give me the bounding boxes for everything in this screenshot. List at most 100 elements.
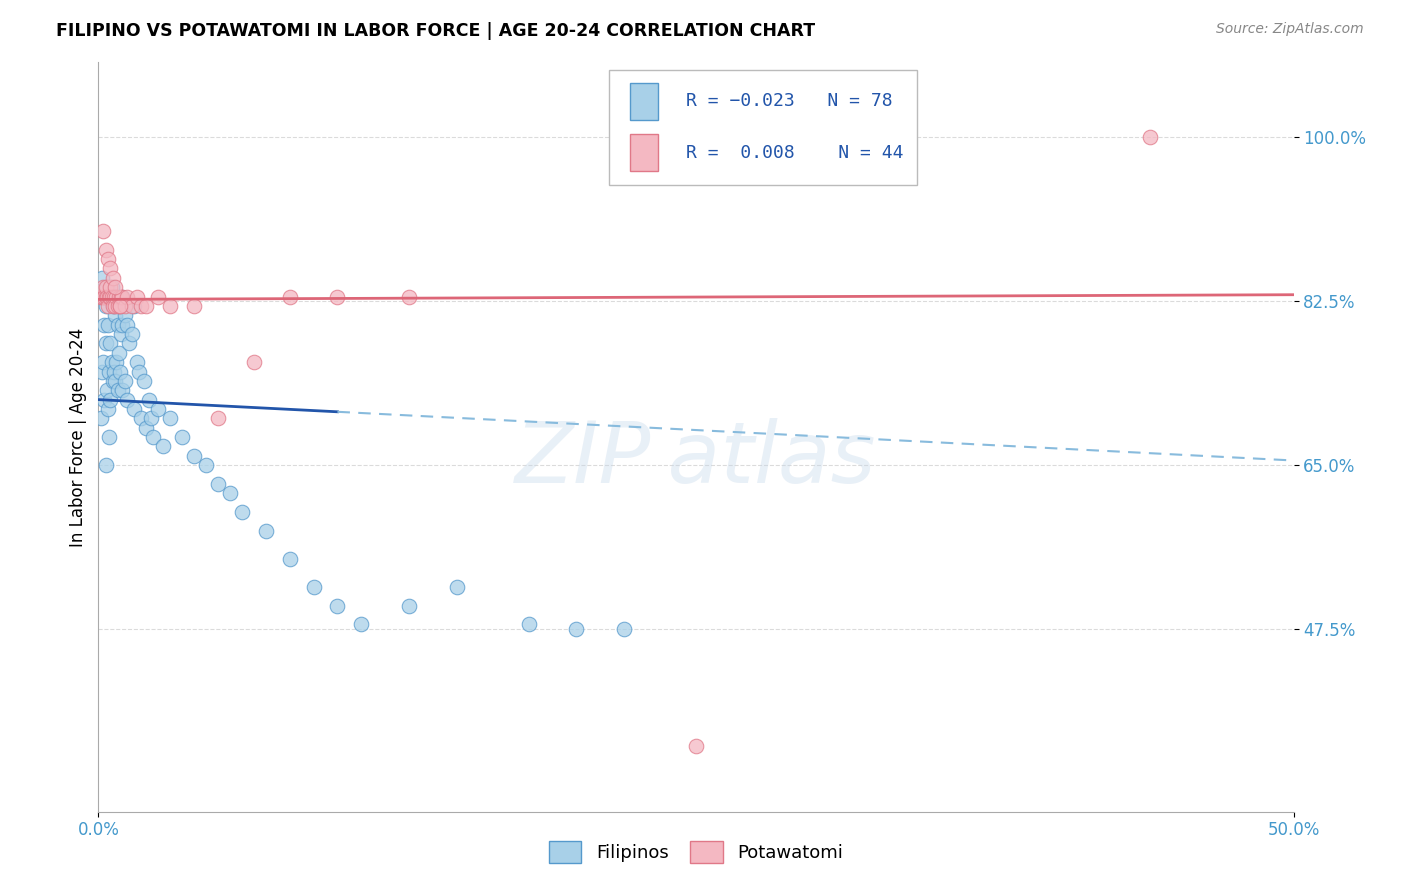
Point: [131, 411, 153, 425]
Point: [128, 364, 150, 378]
Point: [142, 430, 165, 444]
Legend: Filipinos, Potawatomi: Filipinos, Potawatomi: [541, 834, 851, 870]
Point: [105, 289, 128, 303]
Point: [302, 580, 325, 594]
Point: [114, 374, 136, 388]
Point: [685, 739, 707, 753]
Point: [183, 449, 205, 463]
Point: [93, 289, 115, 303]
Point: [96, 289, 118, 303]
Point: [565, 622, 588, 636]
Point: [107, 384, 129, 398]
Point: [94, 458, 117, 473]
Point: [91, 355, 114, 369]
Point: [231, 505, 253, 519]
Point: [278, 551, 301, 566]
Point: [98, 280, 122, 294]
Point: [398, 289, 420, 303]
Point: [97, 401, 120, 416]
Point: [96, 280, 118, 294]
Point: [100, 289, 122, 303]
Point: [97, 252, 120, 266]
Point: [103, 289, 125, 303]
Point: [97, 318, 120, 332]
Point: [111, 289, 134, 303]
Point: [103, 299, 125, 313]
Point: [94, 299, 117, 313]
Point: [94, 280, 117, 294]
Point: [446, 580, 468, 594]
Point: [101, 374, 124, 388]
Point: [118, 336, 141, 351]
Point: [94, 289, 117, 303]
Point: [108, 299, 131, 313]
Y-axis label: In Labor Force | Age 20-24: In Labor Force | Age 20-24: [69, 327, 87, 547]
Point: [111, 289, 134, 303]
Point: [125, 289, 148, 303]
Point: [101, 299, 124, 313]
Point: [132, 374, 155, 388]
Point: [104, 299, 127, 313]
Point: [121, 299, 143, 313]
Point: [278, 289, 301, 303]
Point: [125, 355, 148, 369]
Point: [613, 622, 636, 636]
Point: [159, 299, 181, 313]
Point: [115, 392, 138, 407]
Point: [115, 289, 138, 303]
Point: [107, 318, 129, 332]
Point: [91, 224, 114, 238]
Point: [96, 384, 118, 398]
Text: Source: ZipAtlas.com: Source: ZipAtlas.com: [1216, 22, 1364, 37]
Point: [350, 617, 373, 632]
Point: [183, 299, 205, 313]
Point: [98, 289, 122, 303]
Point: [98, 364, 121, 378]
Point: [91, 280, 114, 294]
Point: [114, 309, 136, 323]
Point: [101, 271, 124, 285]
Point: [135, 299, 157, 313]
Point: [103, 364, 125, 378]
Point: [93, 318, 115, 332]
Point: [108, 364, 131, 378]
Point: [110, 326, 132, 341]
Text: R = −0.023   N = 78: R = −0.023 N = 78: [686, 93, 893, 111]
Point: [94, 336, 117, 351]
Point: [254, 524, 277, 538]
Point: [108, 299, 131, 313]
Point: [1139, 130, 1161, 145]
Point: [104, 374, 127, 388]
Point: [115, 318, 138, 332]
Point: [114, 299, 136, 313]
Point: [98, 289, 121, 303]
Point: [135, 420, 157, 434]
Point: [97, 299, 120, 313]
Point: [152, 440, 174, 454]
Point: [111, 384, 134, 398]
Point: [111, 318, 134, 332]
Point: [98, 289, 122, 303]
Text: ZIP atlas: ZIP atlas: [515, 418, 877, 501]
Point: [195, 458, 218, 473]
Point: [124, 401, 146, 416]
Point: [93, 392, 115, 407]
Point: [98, 261, 122, 276]
Point: [148, 289, 170, 303]
Point: [326, 289, 349, 303]
Point: [326, 599, 349, 613]
Point: [131, 299, 153, 313]
Point: [100, 289, 122, 303]
Point: [93, 289, 115, 303]
Point: [90, 289, 112, 303]
Point: [91, 271, 114, 285]
Point: [98, 430, 121, 444]
Point: [219, 486, 242, 500]
Point: [107, 289, 129, 303]
Point: [207, 411, 229, 425]
Point: [104, 309, 127, 323]
Point: [94, 243, 117, 257]
Point: [243, 355, 266, 369]
Point: [98, 336, 122, 351]
Point: [207, 476, 229, 491]
